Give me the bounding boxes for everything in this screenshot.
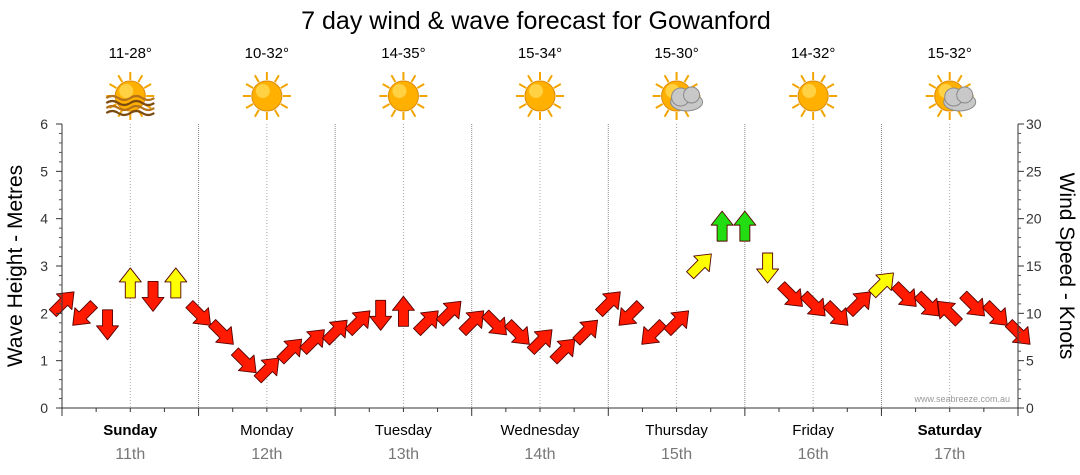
wind-arrow — [641, 319, 667, 345]
y-tick-label: 2 — [40, 305, 48, 321]
date-label: 12th — [251, 446, 282, 463]
day-label: Wednesday — [501, 422, 580, 439]
temp-range: 14-32° — [791, 45, 835, 62]
y2-axis-label: Wind Speed - Knots — [1055, 173, 1078, 360]
wind-arrow — [481, 309, 507, 336]
wind-arrow — [549, 338, 576, 365]
y-tick-label: 3 — [40, 258, 48, 274]
y2-tick-label: 20 — [1026, 211, 1042, 227]
y-tick-label: 4 — [40, 211, 48, 227]
y2-tick-label: 15 — [1026, 258, 1042, 274]
y2-tick-label: 25 — [1026, 163, 1042, 179]
y-tick-label: 6 — [40, 116, 48, 132]
sun-icon — [516, 72, 564, 120]
day-label: Saturday — [918, 422, 983, 439]
wind-arrow — [982, 300, 1008, 326]
wind-arrow — [185, 300, 212, 326]
wind-arrow — [299, 329, 325, 355]
temp-range: 11-28° — [109, 45, 152, 62]
wind-arrow — [208, 319, 234, 345]
haze-sun-icon — [105, 72, 155, 120]
wind-arrow — [937, 300, 963, 327]
date-label: 16th — [798, 446, 829, 463]
wind-arrow — [435, 300, 462, 327]
date-label: 14th — [524, 446, 555, 463]
wind-arrow — [959, 290, 985, 317]
wind-arrow — [253, 357, 280, 384]
y-tick-label: 5 — [40, 163, 48, 179]
wind-arrow — [458, 310, 485, 336]
date-label: 15th — [661, 446, 692, 463]
wind-arrow — [595, 291, 621, 318]
wind-arrow — [777, 281, 803, 307]
wind-arrow — [72, 300, 98, 326]
wind-arrow — [504, 319, 530, 345]
wind-arrow — [321, 319, 348, 346]
date-label: 17th — [934, 446, 965, 463]
wind-arrow — [276, 338, 303, 365]
wind-arrow — [572, 319, 598, 346]
wind-arrow — [663, 310, 690, 336]
day-label: Tuesday — [375, 422, 432, 439]
wind-arrow — [710, 210, 734, 242]
wind-arrow — [230, 347, 257, 374]
chart-title: 7 day wind & wave forecast for Gowanford — [301, 7, 771, 35]
wind-arrow — [891, 281, 917, 307]
day-label: Friday — [792, 422, 834, 439]
wind-arrow — [845, 291, 872, 318]
day-label: Sunday — [103, 422, 158, 439]
date-label: 13th — [388, 446, 419, 463]
wind-arrow — [118, 267, 142, 299]
wind-arrow — [164, 267, 188, 299]
wind-arrow — [413, 310, 439, 336]
wind-arrow — [868, 272, 894, 299]
temp-range: 10-32° — [245, 45, 289, 62]
sun-cloud-icon — [652, 72, 704, 120]
wind-arrow — [141, 280, 165, 312]
wind-arrow — [686, 253, 712, 280]
wind-arrow — [344, 310, 371, 336]
wind-arrow — [756, 252, 780, 284]
sun-icon — [242, 72, 291, 120]
wind-arrow — [913, 290, 940, 317]
temp-range: 15-30° — [654, 45, 698, 62]
y-tick-label: 0 — [40, 400, 48, 416]
y2-tick-label: 30 — [1026, 116, 1042, 132]
wind-arrow — [799, 290, 826, 317]
wind-arrow — [822, 300, 849, 326]
wind-arrow — [96, 309, 119, 341]
day-label: Thursday — [645, 422, 708, 439]
y-axis-label: Wave Height - Metres — [4, 165, 27, 367]
sun-icon — [789, 72, 838, 120]
wind-arrow — [733, 210, 757, 242]
y-tick-label: 1 — [40, 353, 48, 369]
sun-cloud-icon — [925, 72, 977, 120]
y2-tick-label: 10 — [1026, 305, 1042, 321]
temp-range: 14-35° — [381, 45, 425, 62]
watermark: www.seabreeze.com.au — [913, 394, 1010, 404]
wind-arrow — [526, 329, 553, 355]
temp-range: 15-32° — [928, 45, 972, 62]
wind-arrow — [618, 300, 645, 326]
day-label: Monday — [240, 422, 294, 439]
date-label: 11th — [115, 446, 145, 463]
temp-range: 15-34° — [518, 45, 562, 62]
sun-icon — [379, 72, 428, 120]
y2-tick-label: 5 — [1026, 353, 1034, 369]
wind-arrow — [391, 295, 415, 327]
wind-arrow — [369, 299, 393, 331]
y2-tick-label: 0 — [1026, 400, 1034, 416]
